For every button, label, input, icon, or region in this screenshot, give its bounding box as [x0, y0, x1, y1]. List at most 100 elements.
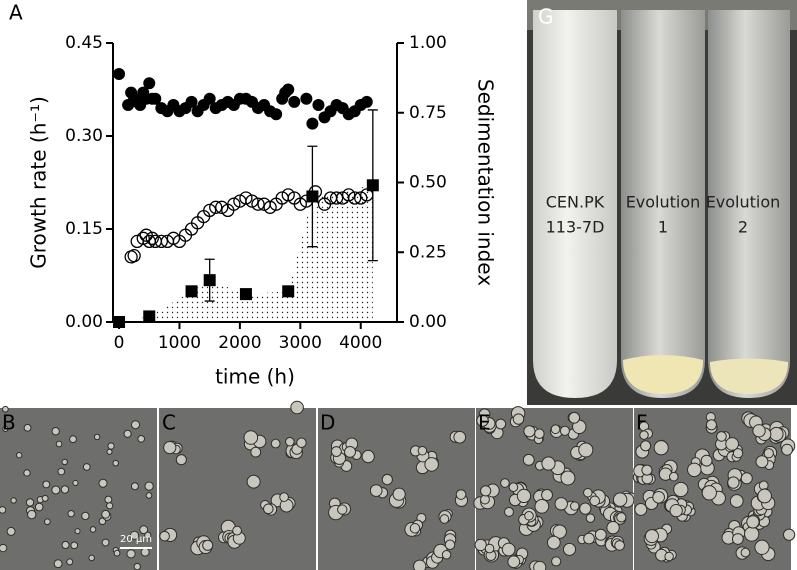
cell: [361, 449, 375, 464]
cell: [583, 487, 593, 498]
cell: [81, 511, 90, 521]
cell: [15, 451, 23, 459]
y-tick-label: 0.45: [65, 33, 103, 53]
cell: [243, 430, 259, 445]
cell: [583, 532, 595, 545]
data-point: [300, 92, 313, 105]
cell: [101, 538, 110, 547]
cell: [594, 528, 607, 541]
data-point: [245, 194, 259, 208]
cell: [0, 543, 8, 553]
data-point: [154, 234, 168, 249]
cell: [639, 430, 649, 440]
data-point: [312, 99, 325, 111]
cell: [640, 440, 652, 452]
data-point: [360, 95, 373, 108]
cell: [541, 489, 554, 501]
tube-label: Evolution: [706, 193, 781, 212]
cell: [508, 482, 519, 493]
tube-label: 113-7D: [546, 218, 605, 237]
cell: [522, 453, 535, 466]
panel-label: G: [538, 5, 554, 29]
cell: [746, 515, 760, 529]
data-point: [288, 95, 301, 108]
data-point: [127, 249, 141, 263]
cell: [644, 529, 659, 544]
cell: [424, 457, 439, 472]
cell: [550, 424, 561, 435]
cell: [701, 485, 717, 501]
cell: [409, 523, 421, 534]
shaded-area: [119, 185, 373, 322]
cell: [42, 480, 51, 489]
cell: [140, 547, 150, 557]
cell: [455, 489, 467, 500]
cell: [25, 498, 35, 507]
cell: [106, 448, 113, 455]
data-point: [203, 203, 217, 218]
y2-axis-label: Sedimentation index: [474, 79, 498, 286]
cell: [123, 429, 132, 438]
data-point: [185, 285, 198, 298]
data-point: [306, 190, 319, 203]
data-point: [281, 188, 295, 202]
cell: [673, 481, 689, 498]
cell: [290, 400, 304, 415]
cell: [413, 559, 427, 570]
cell: [202, 539, 214, 551]
cell: [126, 549, 136, 559]
cell: [484, 543, 495, 554]
data-point: [251, 197, 265, 211]
data-point: [149, 92, 162, 105]
cell: [546, 535, 561, 550]
cell: [560, 470, 576, 486]
data-point: [215, 200, 229, 214]
cell: [731, 533, 744, 545]
cell: [55, 440, 63, 448]
cell: [337, 504, 348, 515]
cell: [634, 502, 648, 516]
data-point: [270, 108, 283, 121]
cell: [554, 497, 568, 511]
cell: [700, 454, 713, 467]
cell: [507, 555, 521, 569]
cell: [104, 495, 113, 504]
data-point: [306, 117, 319, 130]
cell: [716, 431, 727, 442]
x-tick-label: 4000: [339, 333, 382, 353]
cell: [740, 472, 753, 485]
tube-label: CEN.PK: [546, 193, 605, 212]
y-tick-label: 0.30: [65, 126, 103, 146]
panel-label: F: [636, 411, 648, 435]
cell: [67, 509, 75, 518]
panel-label: E: [478, 411, 491, 435]
data-point: [209, 200, 223, 214]
data-point: [166, 231, 181, 245]
data-point: [203, 274, 216, 287]
data-point: [348, 191, 362, 205]
cell: [41, 494, 49, 502]
cell: [752, 424, 766, 438]
cell: [69, 435, 77, 444]
cell: [70, 541, 79, 550]
data-point: [113, 316, 126, 328]
y-tick-label: 0.00: [65, 312, 103, 332]
cell: [144, 531, 152, 539]
cell: [137, 435, 146, 443]
data-point: [282, 83, 295, 96]
cell: [476, 414, 489, 427]
cell: [589, 495, 601, 507]
cell: [563, 542, 577, 556]
cell: [163, 441, 177, 455]
cell: [23, 423, 32, 432]
y2-tick-label: 0.50: [409, 173, 447, 193]
cell: [72, 479, 79, 486]
cell: [2, 405, 9, 413]
cell: [533, 560, 547, 570]
x-tick-label: 3000: [279, 333, 322, 353]
cell: [279, 492, 289, 502]
cell: [270, 438, 281, 449]
data-point: [203, 92, 216, 105]
data-point: [185, 95, 198, 108]
